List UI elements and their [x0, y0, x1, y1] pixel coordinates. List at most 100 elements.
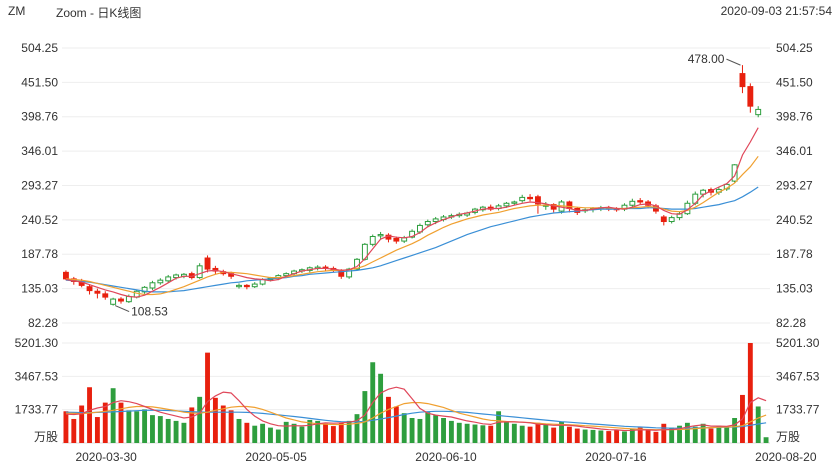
volume-tick-label-left: 5201.30: [15, 336, 59, 350]
price-tick-label-right: 82.28: [776, 316, 806, 330]
candle-down: [534, 196, 541, 205]
volume-bar-down: [614, 429, 620, 443]
volume-bar-down: [535, 422, 541, 443]
candle-up: [251, 283, 258, 288]
volume-bar-up: [197, 396, 203, 443]
volume-bar-up: [346, 420, 352, 443]
price-tick-label-right: 240.52: [776, 213, 813, 227]
candle-up: [424, 221, 431, 226]
volume-bar-up: [110, 388, 116, 443]
volume-bar-up: [165, 418, 171, 443]
volume-bar-up: [763, 437, 769, 443]
volume-bar-down: [653, 431, 659, 443]
volume-tick-label-right: 1733.77: [776, 403, 820, 417]
volume-bar-up: [755, 406, 761, 443]
volume-bar-down: [94, 417, 100, 443]
volume-bar-up: [401, 413, 407, 443]
date-tick-label: 2020-08-20: [755, 450, 817, 464]
price-tick-label-left: 346.01: [21, 144, 58, 158]
volume-bar-up: [629, 428, 635, 443]
volume-ma20-line: [65, 409, 767, 429]
volume-bar-down: [338, 422, 344, 443]
candle-down: [527, 196, 534, 200]
volume-bar-down: [551, 427, 557, 443]
candle-down: [62, 271, 69, 280]
volume-bar-up: [260, 423, 266, 443]
volume-bar-up: [157, 416, 163, 443]
price-ma10-line: [65, 155, 759, 296]
volume-bar-up: [181, 422, 187, 443]
volume-bar-down: [393, 406, 399, 443]
volume-bar-down: [228, 410, 234, 443]
volume-bar-up: [378, 373, 384, 443]
volume-bar-up: [677, 425, 682, 443]
price-tick-label-right: 346.01: [776, 144, 813, 158]
high-annotation-leader: [726, 58, 741, 66]
volume-bar-up: [307, 419, 313, 443]
volume-bar-down: [244, 422, 250, 443]
date-tick-label: 2020-06-10: [415, 450, 477, 464]
volume-unit-label-right: 万股: [776, 430, 800, 444]
price-tick-label-right: 187.78: [776, 247, 813, 261]
candle-down: [212, 267, 219, 272]
candle-up: [377, 234, 384, 237]
price-ma20-line: [65, 186, 759, 293]
candle-up: [755, 108, 762, 116]
volume-bar-up: [283, 421, 289, 443]
volume-bar-up: [472, 424, 478, 443]
volume-bar-down: [386, 396, 391, 443]
volume-ma5-line: [65, 386, 767, 432]
volume-bar-up: [732, 418, 738, 443]
volume-bar-up: [504, 421, 509, 443]
candle-down: [243, 284, 250, 288]
price-tick-label-left: 187.78: [21, 247, 58, 261]
volume-bar-up: [456, 422, 462, 443]
candle-up: [731, 164, 738, 182]
candle-up: [236, 284, 242, 288]
volume-bar-up: [150, 415, 155, 443]
candle-down: [747, 86, 754, 107]
volume-bar-down: [220, 405, 226, 443]
price-tick-label-left: 504.25: [21, 41, 58, 55]
candle-up: [165, 276, 172, 282]
volume-bar-up: [543, 423, 549, 443]
volume-ma10-line: [65, 402, 767, 431]
volume-bar-up: [433, 415, 439, 443]
price-tick-label-left: 451.50: [21, 75, 58, 89]
volume-bar-down: [87, 387, 92, 443]
volume-bar-up: [700, 423, 706, 443]
price-ma5-line: [65, 127, 759, 298]
low-annotation-leader: [114, 305, 130, 313]
candle-up: [629, 200, 636, 206]
volume-bar-up: [252, 425, 258, 443]
volume-bar-down: [79, 405, 85, 443]
candle-up: [503, 202, 510, 207]
volume-tick-label-right: 3467.53: [776, 369, 820, 383]
candle-up: [668, 217, 675, 223]
candle-up: [149, 282, 156, 289]
candle-up: [196, 265, 203, 279]
candle-up: [141, 286, 148, 293]
volume-bar-up: [126, 410, 132, 443]
volume-bar-down: [189, 407, 195, 443]
volume-bar-down: [566, 426, 572, 443]
volume-bar-down: [645, 430, 651, 443]
candle-up: [125, 295, 132, 303]
volume-bar-down: [637, 427, 643, 443]
volume-bar-up: [236, 418, 242, 443]
volume-bar-down: [708, 428, 714, 443]
date-tick-label: 2020-03-30: [75, 450, 137, 464]
volume-tick-label-left: 3467.53: [15, 369, 59, 383]
candle-down: [660, 216, 667, 223]
volume-bar-up: [684, 422, 690, 443]
timestamp: 2020-09-03 21:57:54: [720, 4, 832, 18]
candle-down: [393, 237, 400, 242]
volume-bar-up: [409, 418, 415, 443]
chart-header: ZM Zoom - 日K线图 2020-09-03 21:57:54: [0, 0, 840, 22]
volume-bar-down: [212, 397, 218, 443]
candle-down: [637, 200, 644, 203]
volume-bar-down: [63, 411, 69, 443]
volume-bar-up: [559, 421, 564, 443]
price-tick-label-right: 135.03: [776, 282, 813, 296]
